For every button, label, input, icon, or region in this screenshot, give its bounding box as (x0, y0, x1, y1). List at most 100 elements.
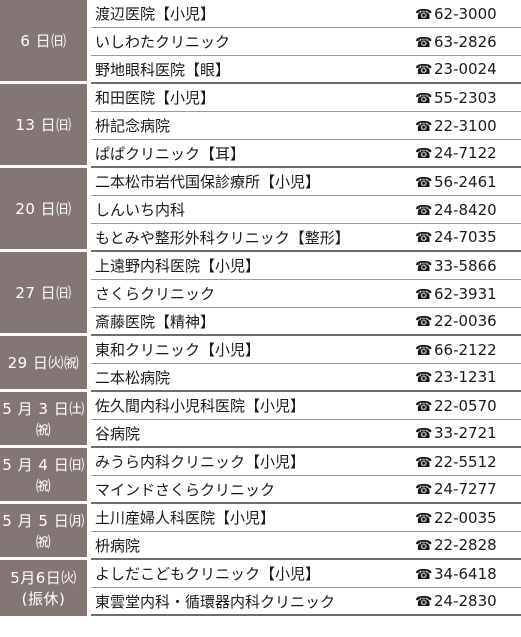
schedule-row: 5 月 4 日㈰㈷ みうら内科クリニック【小児】 ☎ 22-5512 (0, 448, 521, 504)
clinic-name: 佐久間内科小児科医院【小児】 (91, 392, 411, 420)
phone-number: 24-2830 (434, 592, 497, 610)
phone-cell: ☎ 24-7122 (411, 140, 521, 168)
phone-number: 22-3100 (434, 116, 497, 135)
phone-cell: ☎ 34-6418 (411, 560, 521, 588)
telephone-icon: ☎ (415, 594, 433, 610)
phone-number: 34-6418 (434, 564, 497, 583)
phone-cell: ☎ 55-2303 (411, 84, 521, 112)
schedule-row: 5 月 3 日㈯㈷ 佐久間内科小児科医院【小児】 ☎ 22-0570 (0, 392, 521, 448)
date-cell: 13 日㈰ (0, 84, 91, 168)
phone-number: 62-3000 (434, 4, 497, 23)
phone-cell: ☎ 24-7035 (411, 224, 521, 252)
telephone-icon: ☎ (415, 230, 433, 246)
schedule-row: 枡病院 ☎ 22-2828 (0, 532, 521, 560)
phone-cell: ☎ 22-0036 (411, 308, 521, 336)
clinic-name: 斎藤医院【精神】 (91, 308, 411, 336)
clinic-name: しんいち内科 (91, 196, 411, 224)
clinic-name: マインドさくらクリニック (91, 476, 411, 504)
schedule-row: 29 日㈫㈷ 東和クリニック【小児】 ☎ 66-2122 (0, 336, 521, 392)
schedule-row: 27 日㈰ 上遠野内科医院【小児】 ☎ 33-5866 (0, 252, 521, 336)
phone-number: 55-2303 (434, 88, 497, 107)
phone-cell: ☎ 33-2721 (411, 420, 521, 448)
phone-number: 22-0035 (434, 508, 497, 527)
schedule-table: 6 日㈰ 渡辺医院【小児】 ☎ 62-3000 いしわたクリニック ☎ 63-2826 野地眼… (0, 0, 521, 616)
phone-cell: ☎ 22-3100 (411, 112, 521, 140)
telephone-icon: ☎ (415, 286, 433, 303)
clinic-name: 渡辺医院【小児】 (91, 0, 411, 28)
telephone-icon: ☎ (415, 6, 433, 23)
phone-number: 24-7122 (434, 144, 497, 162)
clinic-name: もとみや整形外科クリニック【整形】 (91, 224, 411, 252)
date-cell: 27 日㈰ (0, 252, 91, 336)
phone-number: 56-2461 (434, 172, 497, 191)
telephone-icon: ☎ (415, 314, 433, 330)
date-cell: 5月6日㈫(振休) (0, 560, 91, 616)
schedule-row: 野地眼科医院【眼】 ☎ 23-0024 (0, 56, 521, 84)
phone-cell: ☎ 22-0570 (411, 392, 521, 420)
phone-number: 23-0024 (434, 60, 497, 78)
clinic-name: 二本松市岩代国保診療所【小児】 (91, 168, 411, 196)
clinic-name: 枡病院 (91, 532, 411, 560)
clinic-name: さくらクリニック (91, 280, 411, 308)
phone-number: 62-3931 (434, 284, 497, 303)
phone-cell: ☎ 62-3000 (411, 0, 521, 28)
date-cell: 20 日㈰ (0, 168, 91, 252)
clinic-name: みうら内科クリニック【小児】 (91, 448, 411, 476)
schedule-row: 5月6日㈫(振休) よしだこどもクリニック【小児】 ☎ 34-6418 (0, 560, 521, 616)
phone-number: 24-7035 (434, 228, 497, 246)
telephone-icon: ☎ (415, 90, 433, 107)
schedule-row: ぱぱクリニック【耳】 ☎ 24-7122 (0, 140, 521, 168)
telephone-icon: ☎ (415, 342, 433, 359)
schedule-row: しんいち内科 ☎ 24-8420 (0, 196, 521, 224)
clinic-name: 上遠野内科医院【小児】 (91, 252, 411, 280)
clinic-name: 二本松病院 (91, 364, 411, 392)
schedule-row: 6 日㈰ 渡辺医院【小児】 ☎ 62-3000 (0, 0, 521, 84)
telephone-icon: ☎ (415, 202, 433, 219)
phone-cell: ☎ 22-2828 (411, 532, 521, 560)
telephone-icon: ☎ (415, 258, 433, 275)
schedule-row: マインドさくらクリニック ☎ 24-7277 (0, 476, 521, 504)
phone-number: 24-7277 (434, 480, 497, 498)
schedule-row: いしわたクリニック ☎ 63-2826 (0, 28, 521, 56)
schedule-row: 枡記念病院 ☎ 22-3100 (0, 112, 521, 140)
date-cell: 5 月 3 日㈯㈷ (0, 392, 91, 448)
telephone-icon: ☎ (415, 510, 433, 527)
clinic-name: 土川産婦人科医院【小児】 (91, 504, 411, 532)
telephone-icon: ☎ (415, 426, 433, 442)
schedule-row: 二本松病院 ☎ 23-1231 (0, 364, 521, 392)
phone-number: 22-0036 (434, 312, 497, 330)
date-cell: 29 日㈫㈷ (0, 336, 91, 392)
phone-number: 33-5866 (434, 256, 497, 275)
telephone-icon: ☎ (415, 566, 433, 583)
phone-cell: ☎ 56-2461 (411, 168, 521, 196)
schedule-row: 谷病院 ☎ 33-2721 (0, 420, 521, 448)
phone-cell: ☎ 62-3931 (411, 280, 521, 308)
phone-cell: ☎ 23-0024 (411, 56, 521, 84)
date-cell: 6 日㈰ (0, 0, 91, 84)
telephone-icon: ☎ (415, 370, 433, 386)
schedule-row: さくらクリニック ☎ 62-3931 (0, 280, 521, 308)
phone-cell: ☎ 66-2122 (411, 336, 521, 364)
phone-cell: ☎ 33-5866 (411, 252, 521, 280)
date-cell: 5 月 4 日㈰㈷ (0, 448, 91, 504)
phone-cell: ☎ 24-2830 (411, 588, 521, 616)
telephone-icon: ☎ (415, 146, 433, 162)
telephone-icon: ☎ (415, 118, 433, 135)
telephone-icon: ☎ (415, 398, 433, 415)
telephone-icon: ☎ (415, 62, 433, 78)
schedule-row: 斎藤医院【精神】 ☎ 22-0036 (0, 308, 521, 336)
phone-cell: ☎ 22-5512 (411, 448, 521, 476)
telephone-icon: ☎ (415, 174, 433, 191)
schedule-row: もとみや整形外科クリニック【整形】 ☎ 24-7035 (0, 224, 521, 252)
phone-number: 22-2828 (434, 536, 497, 554)
phone-number: 22-5512 (434, 452, 497, 471)
telephone-icon: ☎ (415, 482, 433, 498)
clinic-name: いしわたクリニック (91, 28, 411, 56)
schedule-row: 13 日㈰ 和田医院【小児】 ☎ 55-2303 (0, 84, 521, 168)
phone-cell: ☎ 23-1231 (411, 364, 521, 392)
schedule-row: 5 月 5 日㈪㈷ 土川産婦人科医院【小児】 ☎ 22-0035 (0, 504, 521, 560)
phone-number: 63-2826 (434, 32, 497, 51)
clinic-name: 東雲堂内科・循環器内科クリニック (91, 588, 411, 616)
clinic-name: 野地眼科医院【眼】 (91, 56, 411, 84)
